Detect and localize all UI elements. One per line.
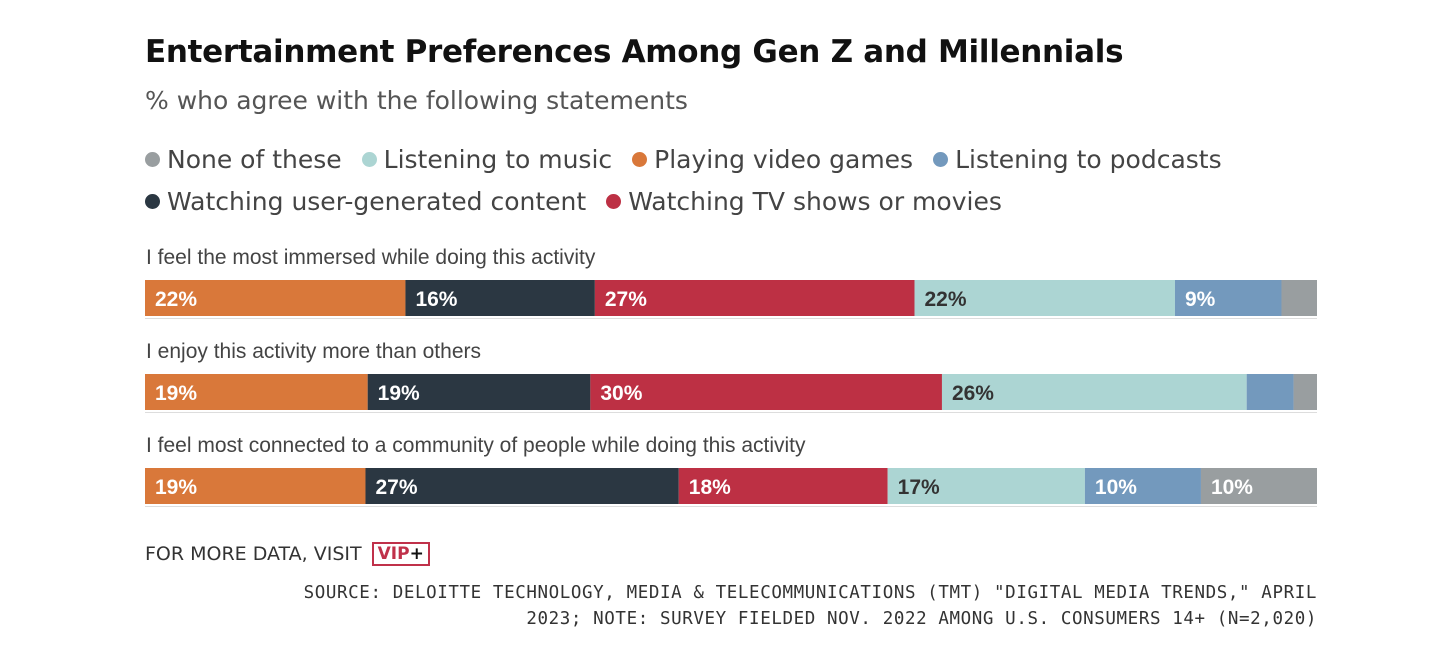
category-label: I feel most connected to a community of …	[146, 434, 806, 457]
bar-segment	[1084, 468, 1201, 504]
bar-segment	[1200, 468, 1317, 504]
legend-item: Watching user-generated content	[145, 187, 586, 216]
category-label: I feel the most immersed while doing thi…	[146, 246, 596, 269]
legend-row: None of these Listening to music Playing v…	[145, 138, 1325, 180]
legend-row: Watching user-generated content Watching …	[145, 180, 1325, 222]
data-label: 19%	[155, 476, 197, 499]
row-divider	[145, 506, 1317, 507]
bar-segment	[594, 280, 915, 316]
legend-swatch	[145, 193, 160, 209]
bar-segment	[367, 374, 591, 410]
data-label: 22%	[155, 288, 197, 311]
stacked-bar-chart: I feel the most immersed while doing thi…	[145, 246, 1317, 507]
data-label: 10%	[1211, 476, 1253, 499]
source-line-1: SOURCE: DELOITTE TECHNOLOGY, MEDIA & TEL…	[303, 583, 1317, 603]
legend-swatch	[606, 193, 622, 209]
legend-label: Listening to podcasts	[955, 144, 1222, 174]
data-label: 18%	[689, 476, 731, 499]
chart-legend: None of these Listening to music Playing v…	[145, 138, 1325, 222]
bar-segment	[887, 468, 1085, 504]
source-line-2: 2023; NOTE: SURVEY FIELDED NOV. 2022 AMO…	[526, 609, 1317, 629]
bar-segment	[365, 468, 679, 504]
legend-label: None of these	[167, 144, 342, 174]
data-label: 27%	[375, 476, 417, 499]
legend-item: None of these	[145, 145, 342, 174]
legend-item: Watching TV shows or movies	[606, 187, 1002, 216]
more-data-text: FOR MORE DATA, VISIT	[145, 543, 362, 565]
legend-swatch	[361, 151, 377, 167]
bar-segment	[1293, 374, 1317, 410]
bar-segment	[405, 280, 595, 316]
legend-swatch	[933, 151, 949, 167]
legend-item: Playing video games	[632, 145, 913, 174]
bar-segment	[1174, 280, 1282, 316]
vip-plus-logo[interactable]: VIP +	[371, 542, 430, 566]
legend-swatch	[632, 151, 648, 167]
bar-segment	[145, 374, 368, 410]
bar-segment	[145, 280, 406, 316]
legend-label: Playing video games	[654, 144, 914, 174]
chart-title: Entertainment Preferences Among Gen Z an…	[145, 34, 1124, 70]
legend-label: Listening to music	[383, 144, 613, 174]
data-label: 17%	[898, 476, 940, 499]
more-data-note: FOR MORE DATA, VISIT VIP +	[145, 542, 430, 566]
data-label: 16%	[415, 288, 457, 311]
category-label: I enjoy this activity more than others	[146, 340, 481, 363]
data-label: 27%	[605, 288, 647, 311]
source-note: SOURCE: DELOITTE TECHNOLOGY, MEDIA & TEL…	[157, 580, 1317, 632]
legend-item: Listening to podcasts	[933, 145, 1222, 174]
data-label: 19%	[378, 382, 420, 405]
data-label: 22%	[924, 288, 966, 311]
data-label: 9%	[1185, 288, 1216, 311]
data-label: 26%	[952, 382, 994, 405]
bar-segment	[590, 374, 942, 410]
bar-segment	[1281, 280, 1317, 316]
bar-segment	[145, 468, 366, 504]
data-label: 19%	[155, 382, 197, 405]
row-divider	[145, 412, 1317, 413]
bar-segment	[1246, 374, 1294, 410]
data-label: 30%	[600, 382, 642, 405]
legend-label: Watching TV shows or movies	[628, 186, 1002, 216]
bar-segment	[914, 280, 1175, 316]
row-divider	[145, 318, 1317, 319]
chart-subtitle: % who agree with the following statement…	[145, 86, 688, 115]
legend-swatch	[145, 151, 160, 167]
bar-segment	[941, 374, 1247, 410]
data-label: 10%	[1095, 476, 1137, 499]
bar-segment	[678, 468, 888, 504]
legend-label: Watching user-generated content	[167, 186, 587, 216]
legend-item: Listening to music	[361, 144, 613, 174]
